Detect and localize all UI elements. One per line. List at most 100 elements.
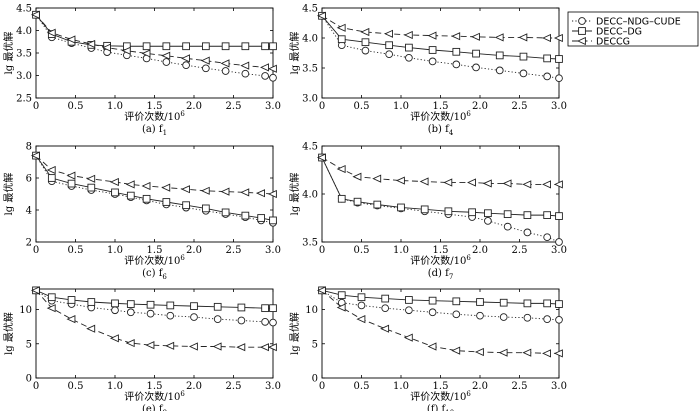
data-point [241, 69, 250, 78]
data-point [146, 309, 155, 318]
x-tick-label: 2.0 [472, 101, 488, 112]
y-tick-label: 4.5 [302, 142, 318, 153]
legend-box [567, 11, 699, 47]
data-point [166, 311, 175, 320]
data-point [181, 54, 190, 63]
x-tick-label: 0 [319, 101, 325, 112]
data-point [356, 315, 366, 324]
data-point [200, 56, 210, 65]
y-tick-label: 4.0 [302, 190, 318, 201]
data-point [361, 46, 370, 55]
data-point [336, 164, 346, 174]
data-point [452, 60, 461, 69]
x-tick-label: 3.0 [551, 381, 567, 392]
data-point [162, 58, 171, 66]
data-point [47, 174, 56, 182]
x-axis-label: 评价次数/106 [410, 390, 471, 403]
data-point [428, 57, 437, 66]
data-point [166, 301, 175, 310]
data-point [87, 183, 96, 192]
series-line [321, 15, 560, 60]
series-triangle-left [30, 286, 277, 352]
data-point [221, 208, 230, 217]
x-tick-label: 2.0 [186, 381, 202, 392]
data-point [182, 61, 190, 70]
chart-panel-5: 0 0.5 1.0 1.5 2.0 2.5 3.0 0 5 10 评价次数/106 lg 最优解 (e)… [2, 286, 281, 411]
data-point [555, 238, 563, 246]
panels-group: 0 0.5 1.0 1.5 2.0 2.5 3.0 2.5 3.0 3.5 4.0 4.5 评价次数/1… [2, 4, 567, 411]
y-axis-label: lg 最优解 [288, 32, 301, 75]
y-tick-label: 4.0 [16, 26, 32, 37]
x-tick-label: 1.0 [107, 101, 123, 112]
x-tick-label: 2.0 [186, 245, 202, 256]
data-point [352, 172, 362, 181]
data-point [142, 194, 151, 203]
data-point [213, 315, 222, 323]
series-line [321, 157, 560, 217]
data-point [241, 211, 250, 220]
data-point [484, 209, 492, 218]
data-point [220, 187, 230, 196]
data-point [451, 346, 461, 355]
data-point [482, 179, 492, 188]
data-point [260, 63, 269, 72]
x-tick-label: 0.5 [354, 381, 370, 392]
data-point [502, 179, 512, 188]
data-point [543, 54, 552, 63]
data-point [503, 210, 512, 219]
x-tick-label: 2.0 [186, 101, 202, 112]
data-point [66, 171, 76, 180]
chart-panel-1: 0 0.5 1.0 1.5 2.0 2.5 3.0 2.5 3.0 3.5 4.0 4.5 评价次数/1… [2, 4, 281, 138]
data-point [46, 165, 56, 175]
data-point [443, 178, 453, 187]
series-line [321, 289, 560, 305]
data-point [66, 315, 76, 324]
data-point [212, 342, 222, 351]
data-point [161, 183, 171, 192]
legend-label: DECCG [596, 37, 630, 48]
series-triangle-left [316, 11, 563, 43]
data-point [162, 42, 171, 51]
x-axis-label: 评价次数/106 [410, 254, 471, 267]
data-point [109, 177, 119, 187]
data-point [46, 28, 56, 37]
data-point [468, 208, 476, 217]
data-point [202, 64, 210, 73]
data-point [542, 33, 551, 43]
data-point [121, 46, 131, 55]
series-line [35, 155, 274, 224]
chart-panel-6: 0 0.5 1.0 1.5 2.0 2.5 3.0 0 5 10 评价次数/106 lg 最优解 (f)… [288, 286, 567, 411]
data-point [470, 32, 480, 41]
data-point [86, 324, 96, 333]
plot-frame [35, 7, 274, 99]
x-tick-label: 2.5 [512, 245, 528, 256]
data-point [269, 318, 277, 327]
x-tick-label: 0 [33, 101, 39, 112]
series-square [318, 11, 563, 63]
data-point [397, 203, 405, 212]
data-point [499, 298, 508, 307]
data-point [553, 349, 563, 358]
data-point [256, 189, 265, 198]
x-tick-label: 2.5 [226, 245, 242, 256]
data-point [395, 176, 405, 185]
data-point [165, 341, 175, 350]
data-point [237, 303, 246, 312]
legend-entry: DECCG [572, 37, 630, 48]
data-point [261, 318, 269, 326]
series-square [318, 286, 563, 308]
x-tick-label: 2.5 [226, 101, 242, 112]
data-point [427, 342, 437, 351]
data-point [428, 296, 437, 305]
x-tick-label: 0.5 [68, 245, 84, 256]
data-point [405, 306, 413, 315]
x-tick-label: 0 [33, 245, 39, 256]
data-point [353, 197, 362, 206]
x-tick-label: 3.0 [551, 101, 567, 112]
y-tick-label: 5 [312, 339, 318, 350]
y-tick-label: 10 [19, 305, 32, 316]
y-tick-label: 5 [26, 339, 32, 350]
data-point [555, 55, 563, 63]
data-point [241, 42, 250, 51]
plot-frame [321, 288, 560, 379]
